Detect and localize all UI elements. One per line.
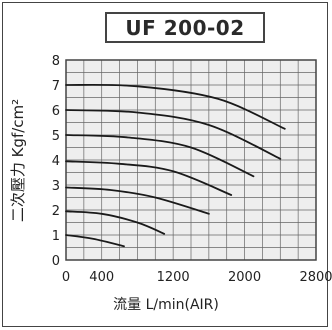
y-axis-label: 二次壓力 Kgf/cm² bbox=[9, 98, 28, 222]
chart-title: UF 200-02 bbox=[125, 15, 245, 40]
chart-title-box: UF 200-02 bbox=[105, 12, 265, 43]
x-tick-label: 2800 bbox=[299, 270, 332, 285]
x-tick-label: 400 bbox=[89, 270, 114, 285]
y-tick-label: 2 bbox=[52, 204, 60, 219]
y-axis-label-wrap: 二次壓力 Kgf/cm² bbox=[0, 60, 36, 260]
y-tick-label: 4 bbox=[52, 154, 60, 169]
pressure-curve-7 bbox=[65, 83, 286, 130]
y-tick-label: 5 bbox=[52, 129, 60, 144]
y-tick-label: 7 bbox=[52, 79, 60, 94]
y-tick-label: 0 bbox=[52, 254, 60, 269]
y-tick-label: 3 bbox=[52, 179, 60, 194]
x-tick-label: 1200 bbox=[157, 270, 190, 285]
plot-border bbox=[65, 59, 317, 261]
y-tick-label: 8 bbox=[52, 54, 60, 69]
y-tick-label: 6 bbox=[52, 104, 60, 119]
pressure-curve-2 bbox=[65, 210, 166, 235]
x-axis-label: 流量 L/min(AIR) bbox=[113, 297, 219, 313]
pressure-curve-6 bbox=[65, 109, 282, 160]
pressure-curve-5 bbox=[65, 134, 255, 178]
pressure-curve-1 bbox=[65, 234, 125, 248]
pressure-curve-3 bbox=[65, 186, 210, 215]
pressure-curve-4 bbox=[65, 160, 233, 196]
y-tick-label: 1 bbox=[52, 229, 60, 244]
x-tick-label: 2000 bbox=[228, 270, 261, 285]
x-tick-label: 0 bbox=[62, 270, 70, 285]
